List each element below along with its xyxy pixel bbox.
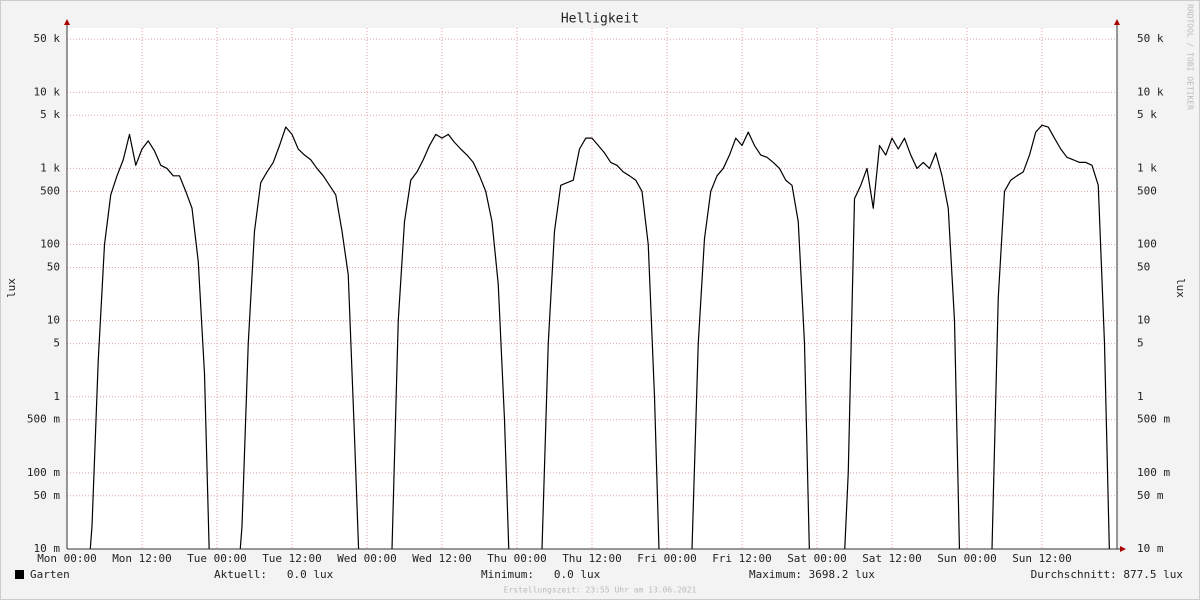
y-axis-label: lux bbox=[1174, 278, 1187, 298]
x-tick-label: Sun 00:00 bbox=[937, 552, 997, 565]
x-tick-label: Sun 12:00 bbox=[1012, 552, 1072, 565]
y-tick-label: 100 m bbox=[1137, 466, 1170, 479]
watermark: RRDTOOL / TOBI OETIKER bbox=[1186, 4, 1195, 110]
y-tick-label: 1 k bbox=[40, 161, 60, 174]
y-tick-label: 500 m bbox=[1137, 413, 1170, 426]
y-tick-label: 50 m bbox=[34, 489, 61, 502]
y-tick-label: 5 k bbox=[1137, 108, 1157, 121]
x-tick-label: Tue 00:00 bbox=[187, 552, 247, 565]
x-tick-label: Mon 12:00 bbox=[112, 552, 172, 565]
y-tick-label: 50 m bbox=[1137, 489, 1164, 502]
axis-arrow bbox=[64, 19, 70, 25]
x-tick-label: Thu 00:00 bbox=[487, 552, 547, 565]
y-tick-label: 10 k bbox=[1137, 85, 1164, 98]
x-tick-label: Wed 00:00 bbox=[337, 552, 397, 565]
y-tick-label: 5 bbox=[53, 337, 60, 350]
legend-swatch bbox=[15, 570, 24, 579]
legend-label: Garten bbox=[30, 568, 70, 581]
x-tick-label: Fri 12:00 bbox=[712, 552, 772, 565]
y-tick-label: 100 m bbox=[27, 466, 60, 479]
x-tick-label: Wed 12:00 bbox=[412, 552, 472, 565]
x-tick-label: Tue 12:00 bbox=[262, 552, 322, 565]
y-tick-label: 50 k bbox=[34, 32, 61, 45]
y-tick-label: 500 m bbox=[27, 413, 60, 426]
y-tick-label: 10 m bbox=[1137, 542, 1164, 555]
y-tick-label: 50 bbox=[1137, 260, 1150, 273]
y-tick-label: 10 k bbox=[34, 85, 61, 98]
y-tick-label: 500 bbox=[1137, 184, 1157, 197]
x-tick-label: Mon 00:00 bbox=[37, 552, 97, 565]
y-tick-label: 1 bbox=[53, 390, 60, 403]
y-tick-label: 1 bbox=[1137, 390, 1144, 403]
x-tick-label: Sat 12:00 bbox=[862, 552, 922, 565]
stat: Durchschnitt: 877.5 lux bbox=[1031, 568, 1184, 581]
axis-arrow bbox=[1114, 19, 1120, 25]
y-axis-label: lux bbox=[5, 278, 18, 298]
stat: Aktuell: 0.0 lux bbox=[214, 568, 334, 581]
y-tick-label: 1 k bbox=[1137, 161, 1157, 174]
y-tick-label: 10 bbox=[1137, 314, 1150, 327]
stat: Maximum: 3698.2 lux bbox=[749, 568, 875, 581]
y-tick-label: 5 k bbox=[40, 108, 60, 121]
axis-arrow bbox=[1120, 546, 1126, 552]
x-tick-label: Fri 00:00 bbox=[637, 552, 697, 565]
y-tick-label: 100 bbox=[40, 238, 60, 251]
y-tick-label: 10 m bbox=[34, 542, 61, 555]
x-tick-label: Thu 12:00 bbox=[562, 552, 622, 565]
y-tick-label: 100 bbox=[1137, 238, 1157, 251]
y-tick-label: 50 k bbox=[1137, 32, 1164, 45]
data-line bbox=[89, 124, 1110, 549]
x-tick-label: Sat 00:00 bbox=[787, 552, 847, 565]
y-tick-label: 5 bbox=[1137, 337, 1144, 350]
y-tick-label: 50 bbox=[47, 260, 60, 273]
y-tick-label: 500 bbox=[40, 184, 60, 197]
footer: Erstellungszeit: 23:55 Uhr am 13.06.2021 bbox=[504, 586, 697, 595]
chart-title: Helligkeit bbox=[561, 12, 639, 27]
stat: Minimum: 0.0 lux bbox=[481, 568, 601, 581]
y-tick-label: 10 bbox=[47, 314, 60, 327]
